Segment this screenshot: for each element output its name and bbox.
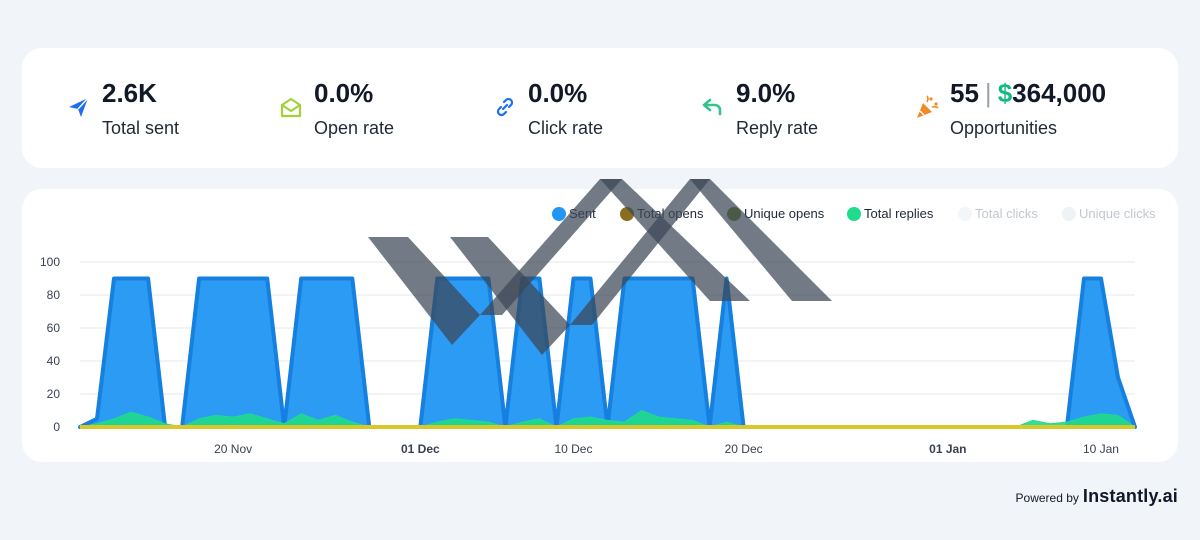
open-rate-label: Open rate [314, 118, 395, 138]
series-area-sent [78, 276, 1137, 429]
x-tick-label-01-jan: 01 Jan [929, 442, 966, 456]
instantly-logo[interactable]: Instantly.ai [1082, 486, 1178, 506]
reply-rate-value: 9.0% [736, 78, 796, 108]
dollar-sign: $ [997, 78, 1013, 108]
y-tick-label-20: 20 [47, 387, 61, 401]
x-tick-label-20-dec: 20 Dec [725, 442, 763, 456]
chart-card: Sent Total opens Unique opens Total repl… [22, 189, 1178, 462]
party-popper-icon [917, 95, 939, 118]
reply-arrow-icon [702, 98, 722, 116]
x-tick-label-10-dec: 10 Dec [554, 442, 592, 456]
link-icon [496, 97, 514, 117]
opportunities-value: 55 | $364,000 [950, 78, 1106, 109]
opportunities-amount: 364,000 [1012, 78, 1107, 108]
opportunities-separator: | [984, 78, 992, 108]
envelope-open-icon [280, 97, 302, 118]
legend-unique-clicks-label: Unique clicks [1079, 206, 1156, 221]
powered-by-text: Powered by [1015, 491, 1079, 505]
x-tick-label-10-jan: 10 Jan [1083, 442, 1119, 456]
x-tick-label-20-nov: 20 Nov [214, 442, 252, 456]
stats-card: 2.6K Total sent 0.0% Open rate 0.0% Clic… [22, 48, 1178, 168]
y-tick-label-40: 40 [47, 354, 61, 368]
click-rate-value: 0.0% [528, 78, 588, 108]
reply-rate-label: Reply rate [736, 118, 819, 138]
y-tick-label-0: 0 [53, 420, 60, 434]
open-rate-value: 0.0% [314, 78, 374, 108]
legend-total-clicks-swatch [958, 207, 972, 221]
legend-total-clicks-label: Total clicks [975, 206, 1038, 221]
legend-total-replies-label: Total replies [864, 206, 934, 221]
y-tick-label-80: 80 [47, 288, 61, 302]
total-sent-value: 2.6K [102, 78, 157, 108]
x-tick-label-01-dec: 01 Dec [401, 442, 440, 456]
click-rate-label: Click rate [528, 118, 604, 138]
opportunities-label: Opportunities [950, 118, 1058, 138]
opportunities-count: 55 [950, 78, 979, 108]
footer-branding: Powered by Instantly.ai [1016, 486, 1178, 507]
total-sent-label: Total sent [102, 118, 180, 138]
area-chart: 0 20 40 60 80 100 20 Nov 01 Dec 10 Dec 20 Dec 01 J… [40, 255, 1137, 456]
legend-unique-clicks-swatch [1062, 207, 1076, 221]
y-tick-label-60: 60 [47, 321, 61, 335]
y-tick-label-100: 100 [40, 255, 60, 269]
paper-plane-icon [69, 97, 89, 117]
legend-total-replies-swatch [847, 207, 861, 221]
